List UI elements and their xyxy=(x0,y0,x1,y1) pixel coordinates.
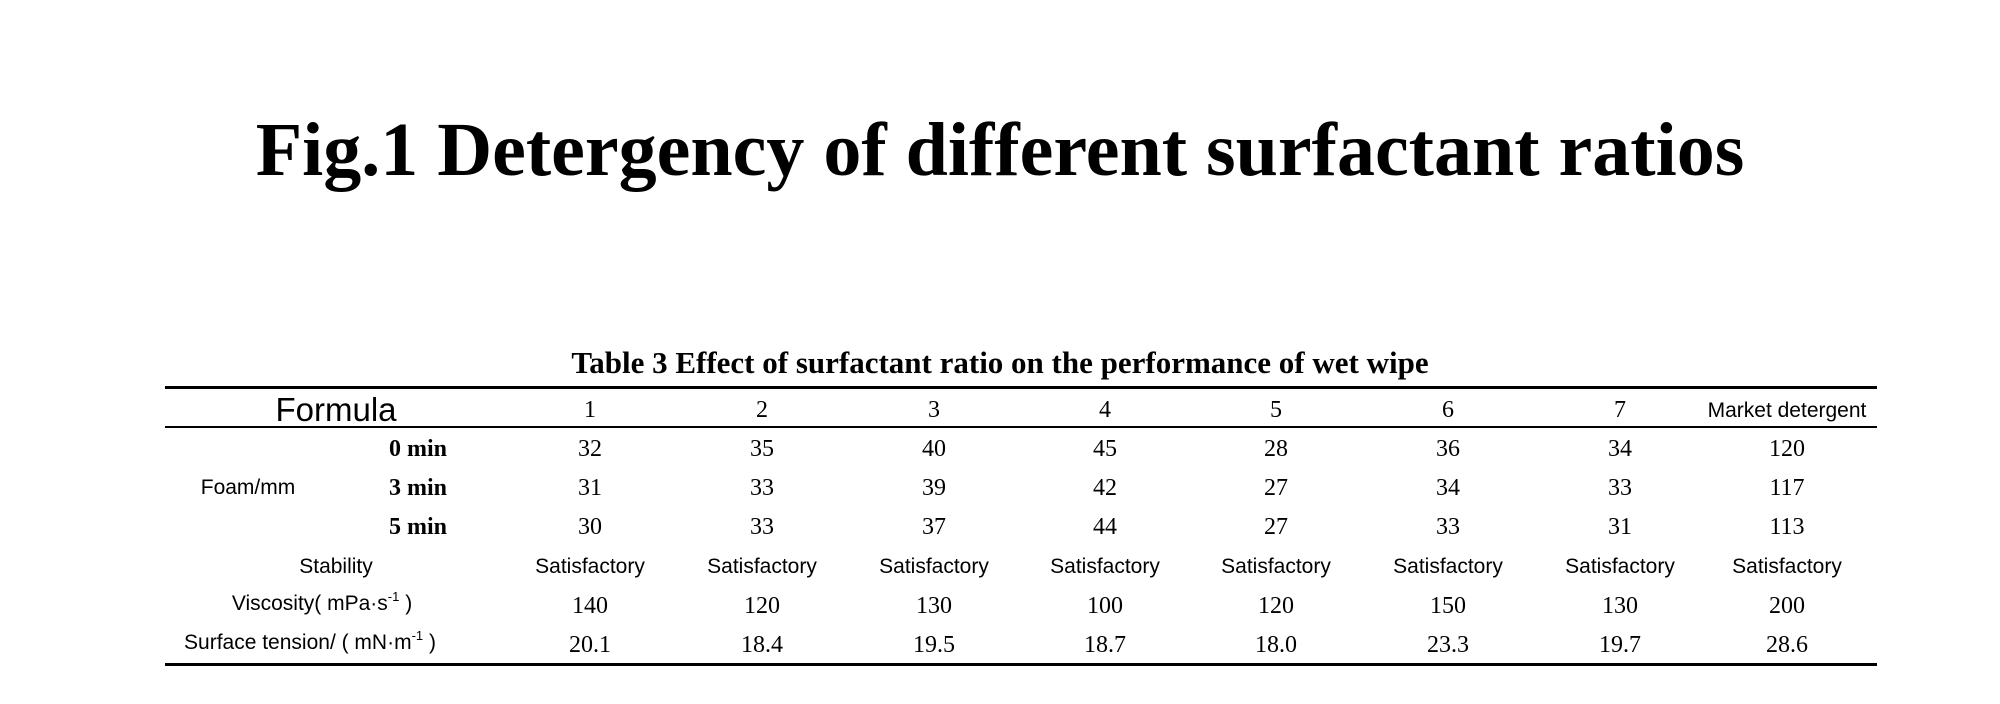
foam-row-5min-label: 5 min xyxy=(388,514,448,540)
foam-0min-value: 40 xyxy=(922,436,946,462)
foam-5min-value: 33 xyxy=(1436,514,1460,540)
viscosity-value: 100 xyxy=(1087,593,1123,619)
foam-row-3min-label: 3 min xyxy=(388,475,448,501)
header-column-5: 5 xyxy=(1270,397,1282,423)
surface-tension-value: 23.3 xyxy=(1427,632,1469,658)
table-bottom-rule xyxy=(165,663,1877,666)
foam-0min-value: 28 xyxy=(1264,436,1288,462)
foam-5min-value: 30 xyxy=(578,514,602,540)
stability-value: Satisfactory xyxy=(535,555,645,578)
surface-tension-label: Surface tension/ ( mN·m-1 ) xyxy=(184,628,436,654)
stability-value: Satisfactory xyxy=(1732,555,1842,578)
table-caption: Table 3 Effect of surfactant ratio on th… xyxy=(571,345,1429,380)
surface-tension-value: 20.1 xyxy=(569,632,611,658)
stability-value: Satisfactory xyxy=(1050,555,1160,578)
viscosity-label: Viscosity( mPa·s-1 ) xyxy=(231,589,413,615)
foam-0min-value: 32 xyxy=(578,436,602,462)
foam-0min-value: 34 xyxy=(1608,436,1632,462)
table-header-rule xyxy=(165,426,1877,428)
stability-value: Satisfactory xyxy=(1565,555,1675,578)
figure-title: Fig.1 Detergency of different surfactant… xyxy=(255,108,1745,192)
header-column-6: 6 xyxy=(1442,397,1454,423)
viscosity-value: 120 xyxy=(1258,593,1294,619)
stability-value: Satisfactory xyxy=(1393,555,1503,578)
header-column-2: 2 xyxy=(756,397,768,423)
foam-5min-value: 37 xyxy=(922,514,946,540)
foam-group-label: Foam/mm xyxy=(200,476,296,499)
foam-3min-value: 42 xyxy=(1093,475,1117,501)
viscosity-value: 130 xyxy=(916,593,952,619)
stability-value: Satisfactory xyxy=(879,555,989,578)
foam-0min-value: 36 xyxy=(1436,436,1460,462)
foam-3min-value: 33 xyxy=(1608,475,1632,501)
table-top-rule xyxy=(165,386,1877,389)
viscosity-value: 200 xyxy=(1769,593,1805,619)
foam-5min-value: 27 xyxy=(1264,514,1288,540)
surface-tension-value: 18.0 xyxy=(1255,632,1297,658)
surface-tension-value: 18.4 xyxy=(741,632,783,658)
foam-5min-value: 33 xyxy=(750,514,774,540)
surface-tension-value: 19.7 xyxy=(1599,632,1641,658)
foam-0min-value: 45 xyxy=(1093,436,1117,462)
foam-5min-value: 31 xyxy=(1608,514,1632,540)
foam-5min-value: 113 xyxy=(1769,514,1805,540)
header-column-4: 4 xyxy=(1099,397,1111,423)
foam-3min-value: 27 xyxy=(1264,475,1288,501)
header-column-market: Market detergent xyxy=(1707,399,1867,422)
foam-0min-value: 35 xyxy=(750,436,774,462)
foam-3min-value: 31 xyxy=(578,475,602,501)
surface-tension-value: 19.5 xyxy=(913,632,955,658)
stability-label: Stability xyxy=(299,555,373,578)
foam-3min-value: 39 xyxy=(922,475,946,501)
viscosity-value: 150 xyxy=(1430,593,1466,619)
foam-3min-value: 33 xyxy=(750,475,774,501)
viscosity-value: 140 xyxy=(572,593,608,619)
viscosity-value: 130 xyxy=(1602,593,1638,619)
surface-tension-value: 18.7 xyxy=(1084,632,1126,658)
foam-row-0min-label: 0 min xyxy=(388,436,448,462)
foam-3min-value: 34 xyxy=(1436,475,1460,501)
foam-5min-value: 44 xyxy=(1093,514,1117,540)
header-column-7: 7 xyxy=(1614,397,1626,423)
surface-tension-value: 28.6 xyxy=(1766,632,1808,658)
header-formula-label: Formula xyxy=(275,391,397,428)
viscosity-value: 120 xyxy=(744,593,780,619)
stability-value: Satisfactory xyxy=(707,555,817,578)
stability-value: Satisfactory xyxy=(1221,555,1331,578)
header-column-1: 1 xyxy=(584,397,596,423)
foam-3min-value: 117 xyxy=(1769,475,1805,501)
header-column-3: 3 xyxy=(928,397,940,423)
foam-0min-value: 120 xyxy=(1769,436,1805,462)
